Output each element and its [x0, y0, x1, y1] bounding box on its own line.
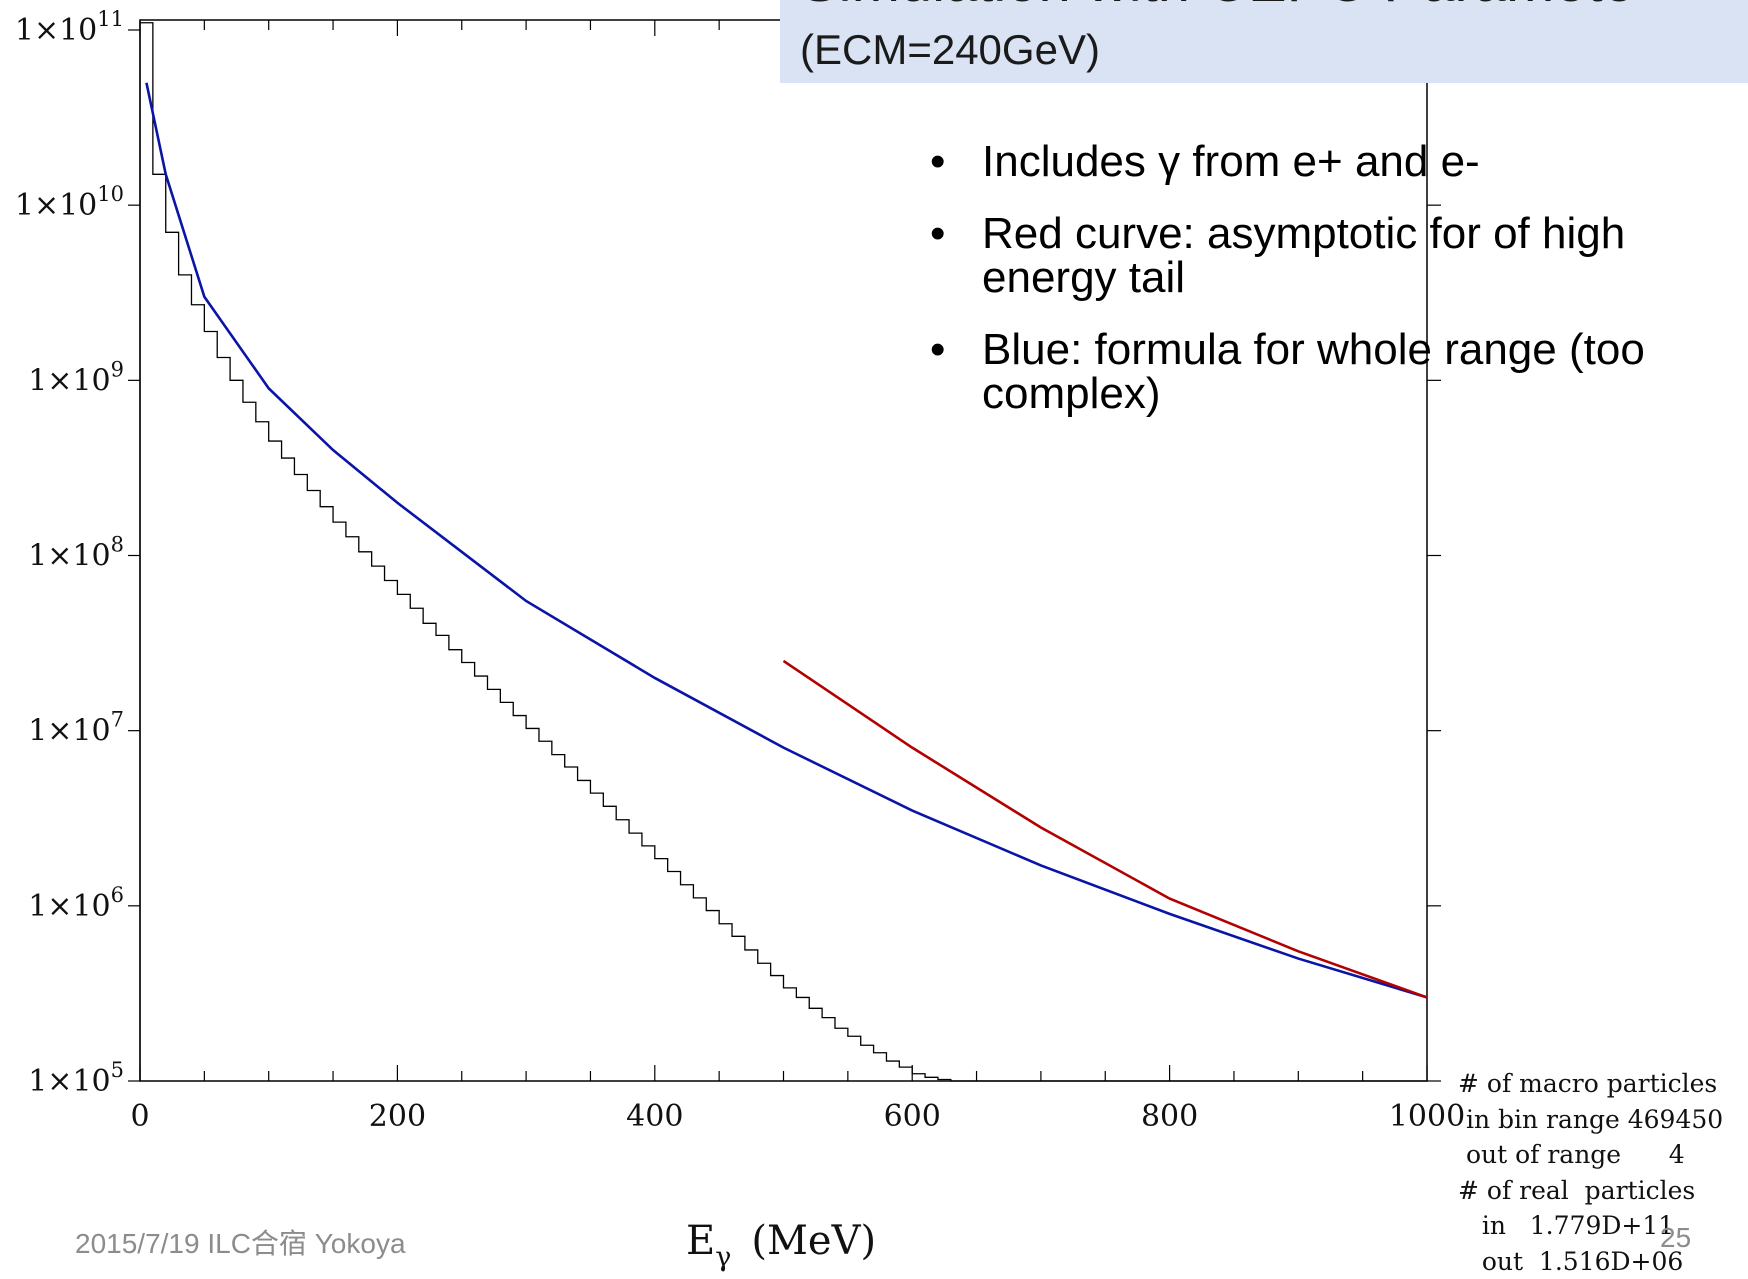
x-tick-label: 400 [626, 1099, 683, 1134]
y-tick-label: 1×1010 [15, 182, 124, 223]
title-banner: Simulation with CEPC Paramete (ECM=240Ge… [780, 0, 1748, 83]
bullet-item: Blue: formula for whole range (too compl… [930, 328, 1740, 416]
y-tick-label: 1×108 [28, 533, 124, 574]
y-tick-label: 1×105 [28, 1058, 124, 1099]
page-number: 25 [1660, 1222, 1691, 1254]
slide-subtitle: (ECM=240GeV) [800, 26, 1100, 74]
y-tick-label: 1×107 [28, 708, 124, 749]
stats-line: in bin range 469450 [1458, 1102, 1723, 1138]
slide-title: Simulation with CEPC Paramete [800, 0, 1635, 15]
x-tick-label: 200 [369, 1099, 426, 1134]
bullet-list: Includes γ from e+ and e- Red curve: asy… [930, 140, 1740, 444]
red-fit-curve [784, 661, 1428, 997]
y-tick-label: 1×1011 [15, 7, 124, 48]
x-tick-label: 1000 [1389, 1099, 1465, 1134]
stats-line: # of macro particles [1458, 1066, 1723, 1102]
x-axis-label: Eγ(MeV) [686, 1218, 876, 1273]
y-tick-label: 1×106 [28, 883, 124, 924]
stats-line: out of range 4 [1458, 1137, 1723, 1173]
y-tick-label: 1×109 [28, 357, 124, 398]
x-tick-label: 600 [884, 1099, 941, 1134]
x-tick-label: 800 [1141, 1099, 1198, 1134]
stats-line: # of real particles [1458, 1173, 1723, 1209]
bullet-item: Includes γ from e+ and e- [930, 140, 1740, 184]
slide-footer: 2015/7/19 ILC合宿 Yokoya [75, 1222, 406, 1262]
x-tick-label: 0 [130, 1099, 149, 1134]
bullet-item: Red curve: asymptotic for of high energy… [930, 212, 1740, 300]
